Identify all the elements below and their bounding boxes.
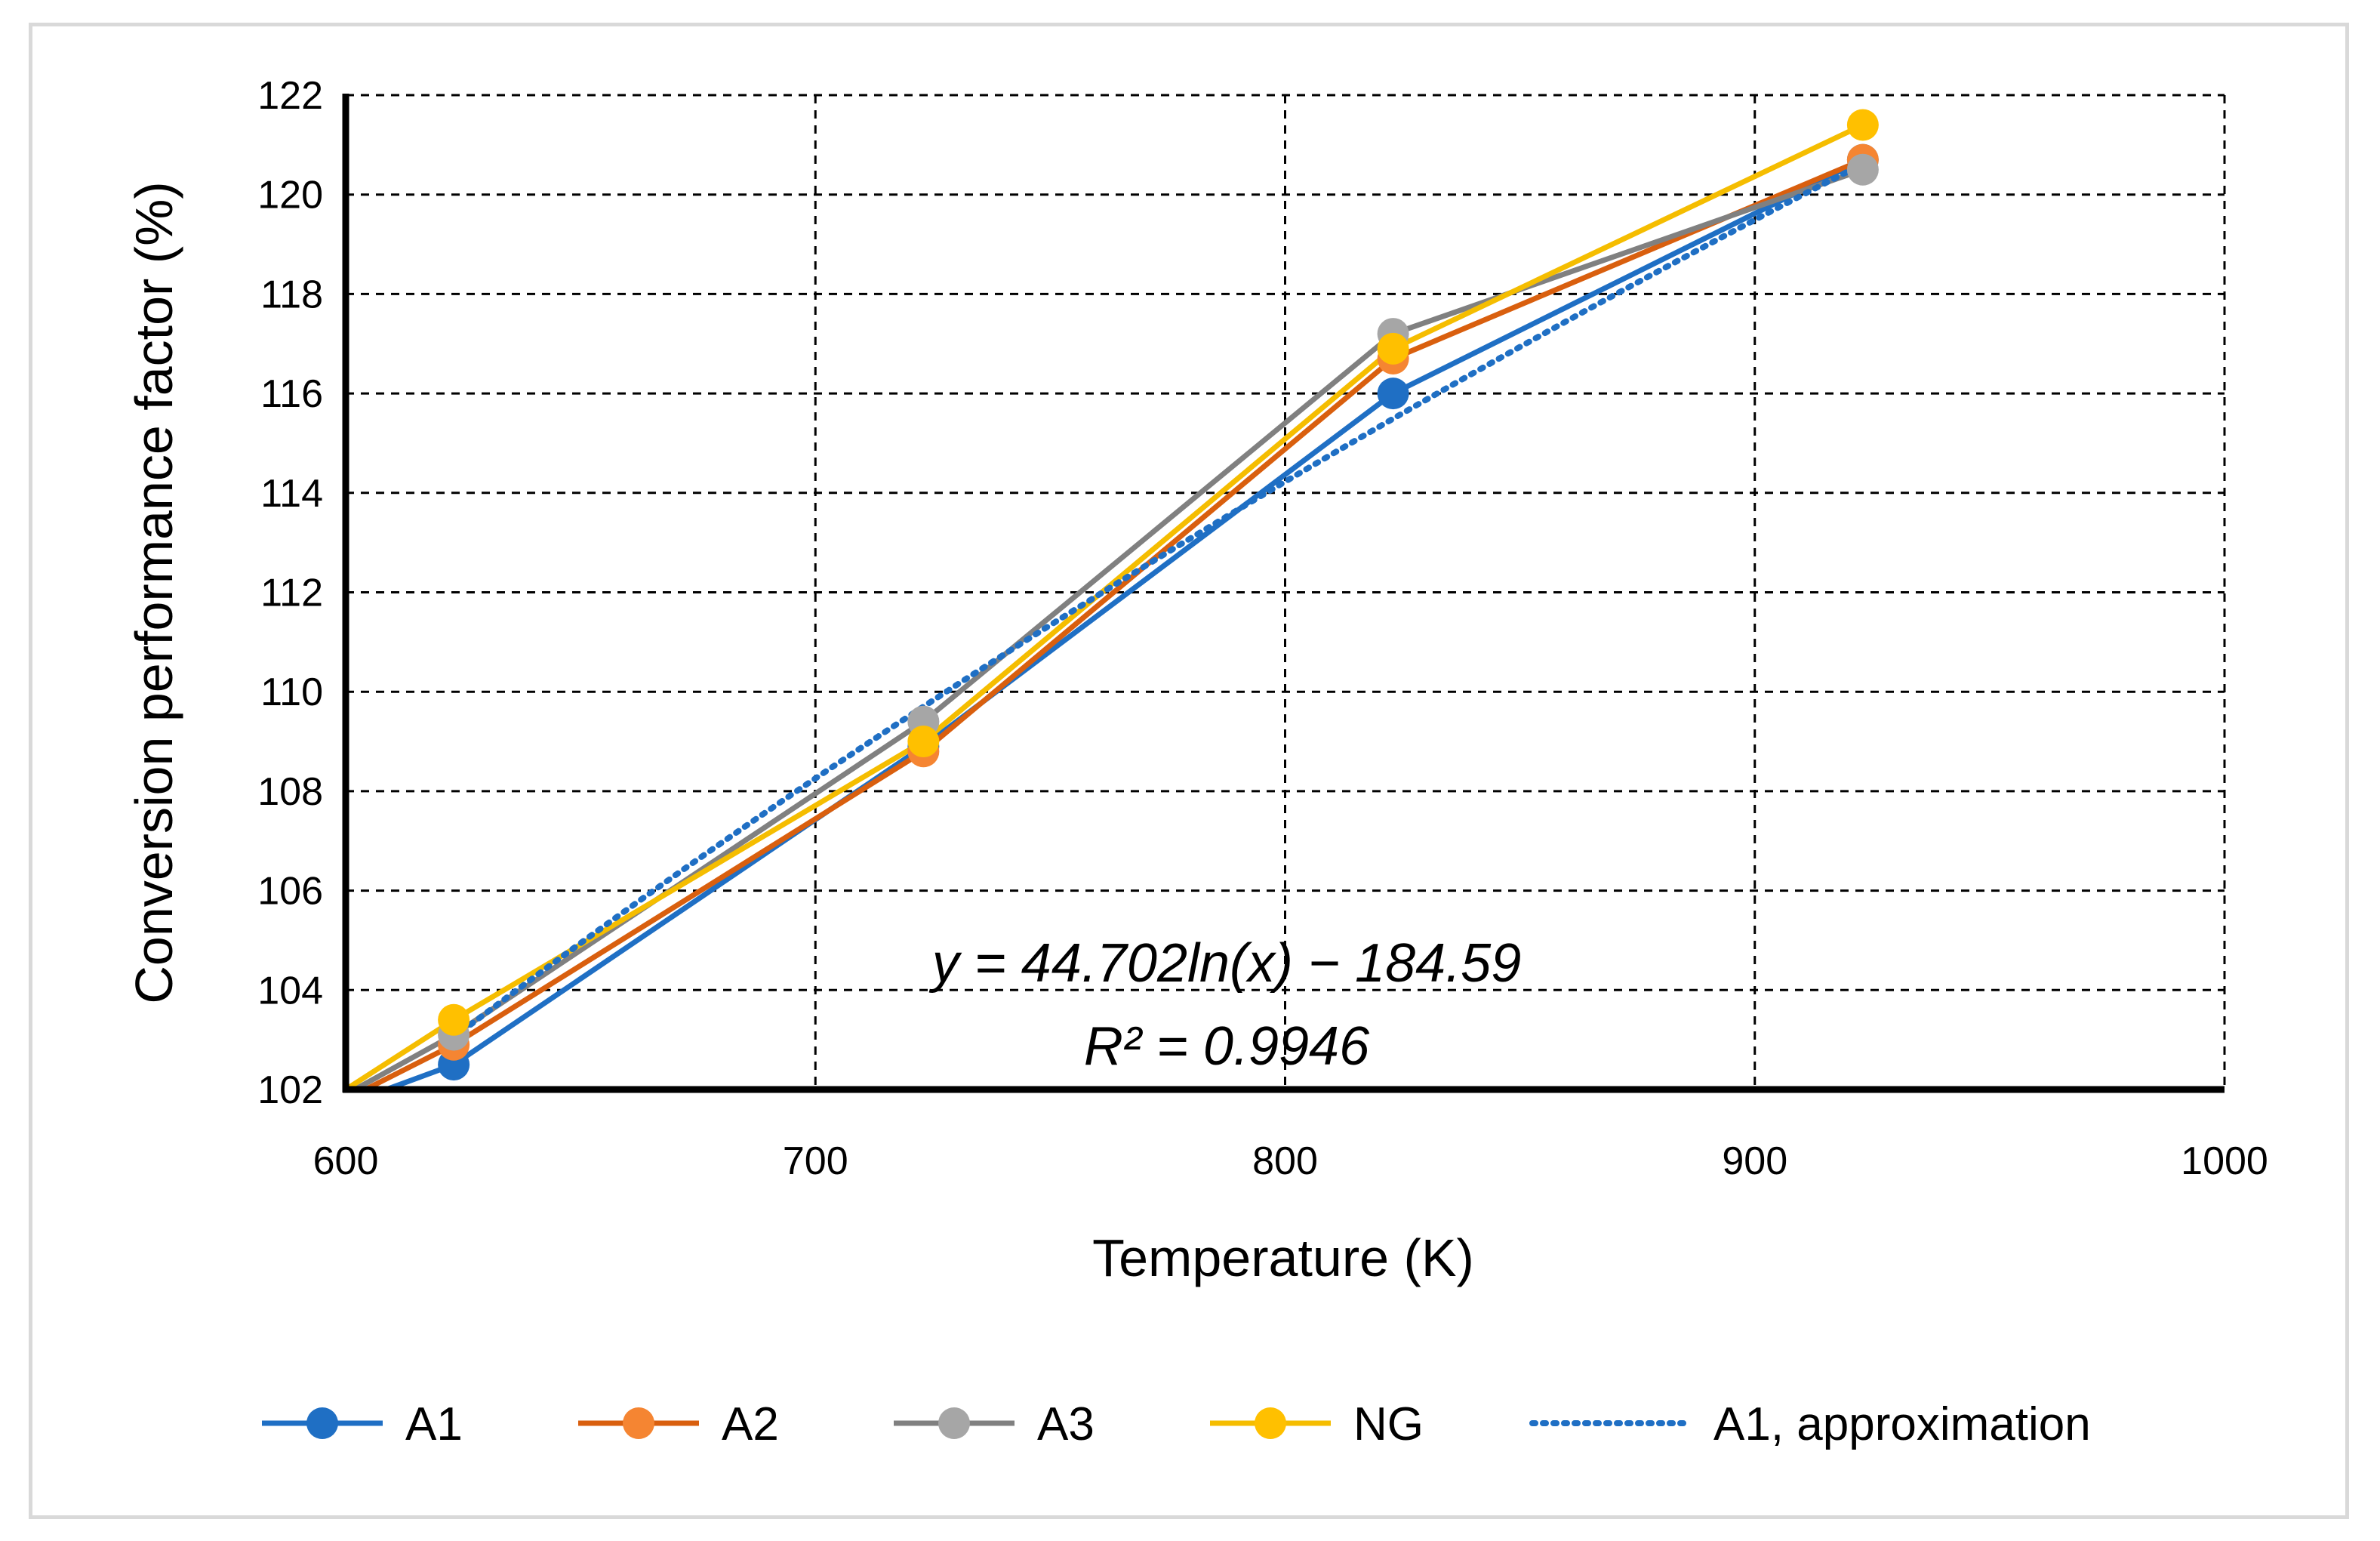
- point-a3-923: [1846, 153, 1879, 186]
- legend-label-a1: A1: [405, 1398, 463, 1450]
- x-tick-label-900: 900: [1722, 1139, 1787, 1183]
- x-tick-label-600: 600: [313, 1139, 379, 1183]
- y-axis-title: Conversion performance factor (%): [125, 181, 183, 1003]
- legend-label-a3: A3: [1037, 1398, 1095, 1450]
- y-tick-label-102: 102: [257, 1068, 323, 1112]
- series-group: [346, 109, 1879, 1089]
- y-tick-label-104: 104: [257, 969, 323, 1012]
- trendline-a1: [451, 161, 1866, 1040]
- y-tick-label-118: 118: [260, 273, 323, 316]
- x-axis-title: Temperature (K): [1092, 1228, 1474, 1287]
- gridlines: [346, 94, 2226, 1089]
- trendline-r2: R² = 0.9946: [1084, 1016, 1370, 1077]
- x-tick-label-700: 700: [783, 1139, 848, 1183]
- y-tick-label-114: 114: [260, 472, 323, 516]
- x-tick-label-1000: 1000: [2181, 1139, 2268, 1183]
- chart-frame: [29, 23, 2349, 1519]
- point-ng-823: [1377, 332, 1409, 365]
- y-tick-label-112: 112: [260, 572, 323, 615]
- legend-label-a2: A2: [722, 1398, 779, 1450]
- legend-marker-ng: [1255, 1407, 1286, 1439]
- legend-marker-a2: [623, 1407, 654, 1439]
- axes: [342, 94, 2225, 1093]
- point-ng-923: [1846, 109, 1879, 141]
- y-tick-label-116: 116: [260, 372, 323, 416]
- x-tick-label-800: 800: [1252, 1139, 1318, 1183]
- point-ng-723: [907, 726, 940, 758]
- y-tick-label-122: 122: [257, 74, 323, 118]
- y-tick-label-106: 106: [257, 870, 323, 914]
- legend-label-ng: NG: [1353, 1398, 1424, 1450]
- y-tick-label-120: 120: [257, 174, 323, 217]
- trendline-equation: y = 44.702ln(x) − 184.59: [928, 933, 1522, 994]
- legend-label-trendline: A1, approximation: [1713, 1398, 2091, 1450]
- y-tick-label-110: 110: [260, 670, 323, 714]
- point-a1-823: [1377, 378, 1409, 410]
- y-tick-label-108: 108: [257, 770, 323, 814]
- point-ng-623: [438, 1003, 470, 1036]
- tick-labels: 102 104 106 108 110 112 114 116 118 120 122 600 700 8…: [257, 74, 2268, 1183]
- legend-marker-a1: [306, 1407, 338, 1439]
- legend: A1 A2 A3 NG A1, approximation: [262, 1398, 2091, 1450]
- legend-marker-a3: [938, 1407, 970, 1439]
